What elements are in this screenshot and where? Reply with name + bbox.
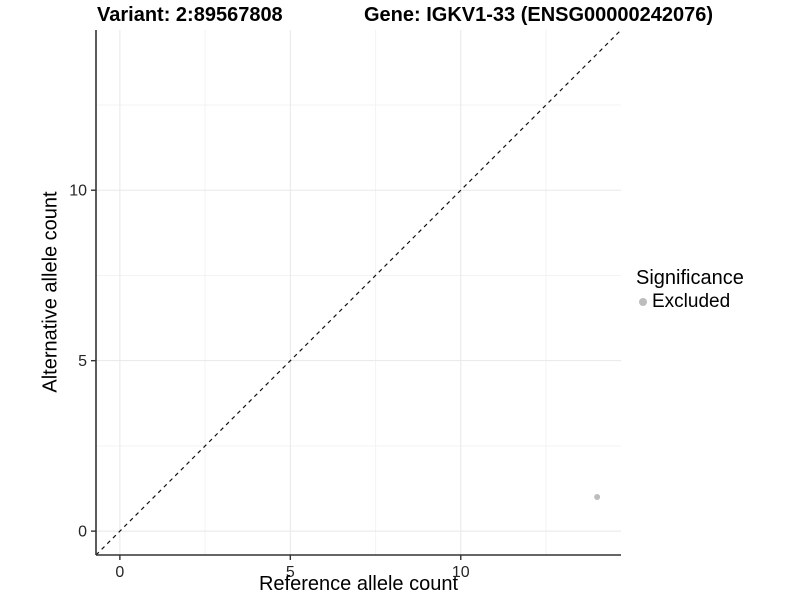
plot-title-variant: Variant: 2:89567808: [97, 4, 283, 26]
legend-item-label: Excluded: [652, 291, 731, 312]
legend-item-excluded: Excluded: [639, 291, 744, 313]
y-tick-label: 10: [69, 183, 87, 200]
identity-line: [95, 29, 622, 556]
plot-title-gene: Gene: IGKV1-33 (ENSG00000242076): [364, 4, 714, 26]
y-tick-label: 0: [78, 524, 87, 541]
x-tick-label: 5: [286, 564, 295, 581]
legend-point-icon: [639, 298, 647, 306]
x-tick-label: 0: [115, 564, 124, 581]
y-axis-title: Alternative allele count: [39, 191, 62, 393]
x-axis-title: Reference allele count: [258, 573, 458, 595]
legend: Significance Excluded: [636, 266, 744, 313]
y-tick-label: 5: [78, 353, 87, 370]
data-point: [594, 494, 601, 501]
legend-title: Significance: [636, 267, 744, 289]
x-tick-label: 10: [452, 564, 470, 581]
